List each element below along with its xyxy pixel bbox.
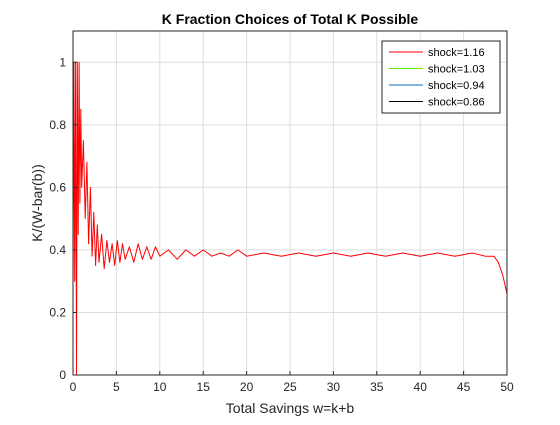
y-tick-label: 1 bbox=[59, 55, 66, 69]
y-tick-label: 0.8 bbox=[49, 118, 66, 132]
legend-entry: shock=0.94 bbox=[428, 80, 485, 92]
ticks: 0 5 10 15 20 25 30 35 40 45 50 0 0.2 0.4 0.6 0.8 1 bbox=[49, 55, 514, 394]
legend-entry: shock=1.03 bbox=[428, 64, 485, 76]
y-tick-label: 0 bbox=[59, 368, 66, 382]
x-tick-label: 30 bbox=[327, 380, 341, 394]
y-axis-label: K/(W-bar(b)) bbox=[29, 164, 45, 242]
series-layer bbox=[72, 61, 508, 376]
x-tick-label: 45 bbox=[457, 380, 471, 394]
x-tick-label: 50 bbox=[500, 380, 514, 394]
x-tick-label: 25 bbox=[283, 380, 297, 394]
legend-entry: shock=1.16 bbox=[428, 47, 485, 59]
x-tick-label: 35 bbox=[370, 380, 384, 394]
x-tick-label: 40 bbox=[414, 380, 428, 394]
x-tick-label: 20 bbox=[240, 380, 254, 394]
y-tick-label: 0.4 bbox=[49, 243, 66, 257]
x-tick-label: 10 bbox=[153, 380, 167, 394]
legend-entry: shock=0.86 bbox=[428, 97, 485, 109]
series-line bbox=[72, 61, 508, 376]
chart-title: K Fraction Choices of Total K Possible bbox=[162, 11, 419, 27]
y-tick-label: 0.6 bbox=[49, 180, 66, 194]
x-tick-label: 15 bbox=[197, 380, 211, 394]
y-tick-label: 0.2 bbox=[49, 305, 66, 319]
x-tick-label: 5 bbox=[113, 380, 120, 394]
x-tick-label: 0 bbox=[70, 380, 77, 394]
legend: shock=1.16 shock=1.03 shock=0.94 shock=0.86 bbox=[381, 40, 501, 114]
x-axis-label: Total Savings w=k+b bbox=[226, 400, 355, 416]
